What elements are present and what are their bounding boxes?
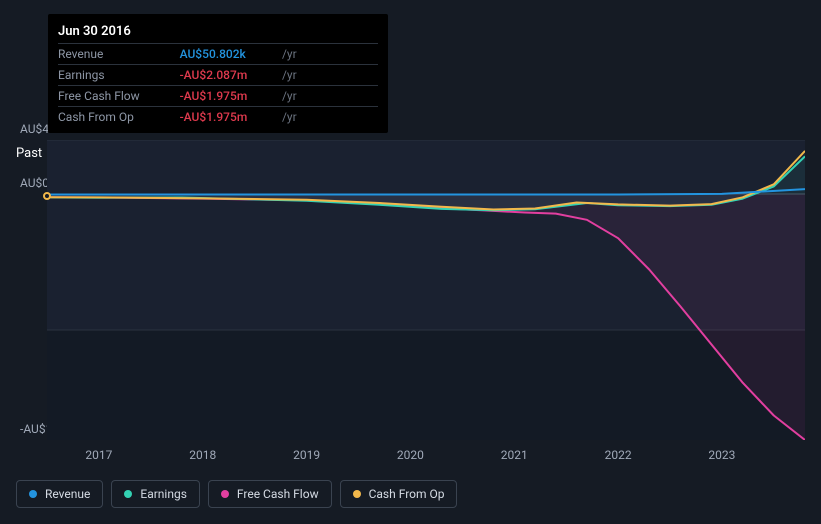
tooltip-row-value: -AU$1.975m (180, 86, 282, 107)
legend-dot (353, 490, 361, 498)
tooltip-date: Jun 30 2016 (58, 20, 378, 43)
tooltip-row-unit: /yr (282, 65, 378, 86)
tooltip-row-label: Earnings (58, 65, 180, 86)
x-axis-label: 2018 (189, 448, 216, 462)
legend-label: Revenue (45, 487, 90, 501)
tooltip-row-unit: /yr (282, 107, 378, 128)
tooltip-row-value: -AU$2.087m (180, 65, 282, 86)
past-label: Past (16, 146, 42, 161)
legend-dot (221, 490, 229, 498)
y-axis-label: AU$0 (20, 176, 49, 190)
x-axis-label: 2020 (397, 448, 424, 462)
legend-toggle-revenue[interactable]: Revenue (16, 480, 103, 508)
x-axis-label: 2019 (293, 448, 320, 462)
x-axis-label: 2017 (85, 448, 112, 462)
x-axis: 2017 2018 2019 2020 2021 2022 2023 (47, 448, 805, 464)
scrubber-dot[interactable] (43, 192, 51, 200)
tooltip-row-unit: /yr (282, 86, 378, 107)
legend-dot (29, 490, 37, 498)
legend-label: Earnings (140, 487, 187, 501)
tooltip-row: RevenueAU$50.802k/yr (58, 44, 378, 65)
x-axis-label: 2022 (605, 448, 632, 462)
tooltip-table: RevenueAU$50.802k/yrEarnings-AU$2.087m/y… (58, 43, 378, 127)
tooltip-row-value: -AU$1.975m (180, 107, 282, 128)
tooltip-row: Cash From Op-AU$1.975m/yr (58, 107, 378, 128)
legend-toggle-fcf[interactable]: Free Cash Flow (208, 480, 332, 508)
tooltip-row-label: Cash From Op (58, 107, 180, 128)
legend-toggle-cashop[interactable]: Cash From Op (340, 480, 458, 508)
x-axis-label: 2023 (708, 448, 735, 462)
financials-chart-panel: Jun 30 2016 RevenueAU$50.802k/yrEarnings… (0, 0, 821, 524)
tooltip-row-value: AU$50.802k (180, 44, 282, 65)
chart-tooltip: Jun 30 2016 RevenueAU$50.802k/yrEarnings… (48, 14, 388, 133)
line-chart[interactable] (47, 140, 805, 440)
legend-label: Free Cash Flow (237, 487, 319, 501)
legend-toggle-earnings[interactable]: Earnings (111, 480, 200, 508)
tooltip-row-unit: /yr (282, 44, 378, 65)
legend-dot (124, 490, 132, 498)
x-axis-label: 2021 (501, 448, 528, 462)
tooltip-row: Earnings-AU$2.087m/yr (58, 65, 378, 86)
tooltip-row: Free Cash Flow-AU$1.975m/yr (58, 86, 378, 107)
legend-label: Cash From Op (369, 487, 445, 501)
tooltip-row-label: Free Cash Flow (58, 86, 180, 107)
tooltip-row-label: Revenue (58, 44, 180, 65)
legend: Revenue Earnings Free Cash Flow Cash From O… (16, 480, 457, 508)
